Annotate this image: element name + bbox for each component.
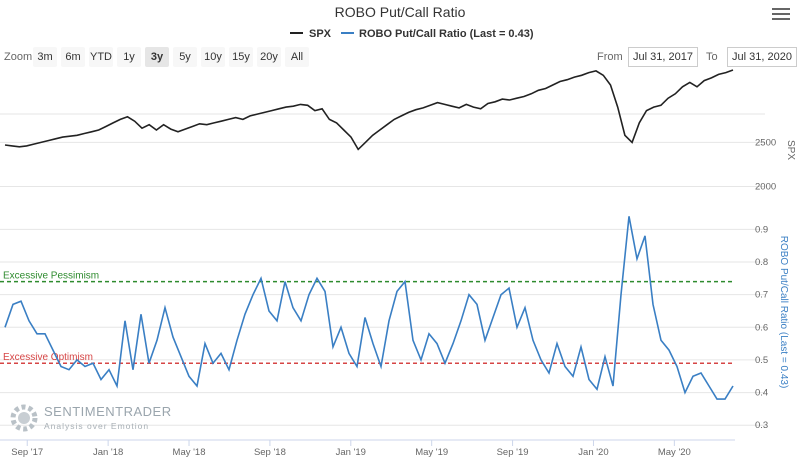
ratio-tick-label: 0.4: [755, 388, 768, 399]
zoom-button-10y[interactable]: 10y: [201, 47, 225, 67]
spx-tick-label: 2000: [755, 181, 776, 192]
x-tick-label: Sep '17: [11, 447, 43, 458]
ref-label-pessimism: Excessive Pessimism: [3, 271, 99, 282]
logo-gear-icon: [10, 404, 38, 432]
x-tick-label: May '20: [658, 447, 691, 458]
zoom-button-5y[interactable]: 5y: [173, 47, 197, 67]
spx-axis-ticks: 2000 2500: [755, 137, 776, 192]
spx-tick-label: 2500: [755, 137, 776, 148]
reference-lines: Excessive Pessimism Excessive Optimism: [0, 271, 735, 364]
ref-label-optimism: Excessive Optimism: [3, 352, 93, 363]
zoom-button-15y[interactable]: 15y: [229, 47, 253, 67]
logo-tagline: Analysis over Emotion: [44, 421, 150, 431]
to-label: To: [706, 51, 718, 63]
from-date-input[interactable]: Jul 31, 2017: [628, 47, 698, 67]
zoom-button-ytd[interactable]: YTD: [89, 47, 113, 67]
zoom-button-20y[interactable]: 20y: [257, 47, 281, 67]
ratio-axis-title: ROBO Put/Call Ratio (Last = 0.43): [778, 236, 789, 389]
zoom-label: Zoom: [4, 51, 33, 63]
x-tick-label: May '18: [173, 447, 206, 458]
x-tick-label: Jan '20: [578, 447, 608, 458]
ratio-axis-ticks: 0.3 0.4 0.5 0.6 0.7 0.8 0.9: [755, 224, 768, 431]
ratio-tick-label: 0.7: [755, 290, 768, 301]
x-tick-label: Sep '18: [254, 447, 286, 458]
zoom-button-3y[interactable]: 3y: [145, 47, 169, 67]
to-date-input[interactable]: Jul 31, 2020: [727, 47, 797, 67]
zoom-button-3m[interactable]: 3m: [33, 47, 57, 67]
x-tick-label: Sep '19: [497, 447, 529, 458]
hamburger-menu-icon[interactable]: [772, 5, 790, 21]
ratio-tick-label: 0.5: [755, 355, 768, 366]
x-tick-label: Jan '19: [336, 447, 366, 458]
chart-title: ROBO Put/Call Ratio: [335, 4, 466, 20]
legend-ratio-label[interactable]: ROBO Put/Call Ratio (Last = 0.43): [359, 28, 534, 40]
spx-axis-title: SPX: [785, 140, 796, 160]
x-axis-ticks: Sep '17 Jan '18 May '18 Sep '18 Jan '19 May '…: [11, 440, 691, 458]
legend-spx-label[interactable]: SPX: [309, 28, 332, 40]
sentimentrader-logo: SENTIMENTRADER Analysis over Emotion: [6, 400, 171, 440]
zoom-button-1y[interactable]: 1y: [117, 47, 141, 67]
x-tick-label: May '19: [415, 447, 448, 458]
zoom-button-all[interactable]: All: [285, 47, 309, 67]
logo-name: SENTIMENTRADER: [44, 404, 172, 419]
ratio-tick-label: 0.8: [755, 257, 768, 268]
grid-lines: [0, 113, 765, 426]
zoom-button-6m[interactable]: 6m: [61, 47, 85, 67]
spx-series-line: [4, 69, 734, 151]
ratio-series-line: [4, 216, 734, 400]
from-label: From: [597, 51, 623, 63]
x-tick-label: Jan '18: [93, 447, 123, 458]
ratio-tick-label: 0.3: [755, 420, 768, 431]
ratio-tick-label: 0.9: [755, 224, 768, 235]
ratio-tick-label: 0.6: [755, 322, 768, 333]
